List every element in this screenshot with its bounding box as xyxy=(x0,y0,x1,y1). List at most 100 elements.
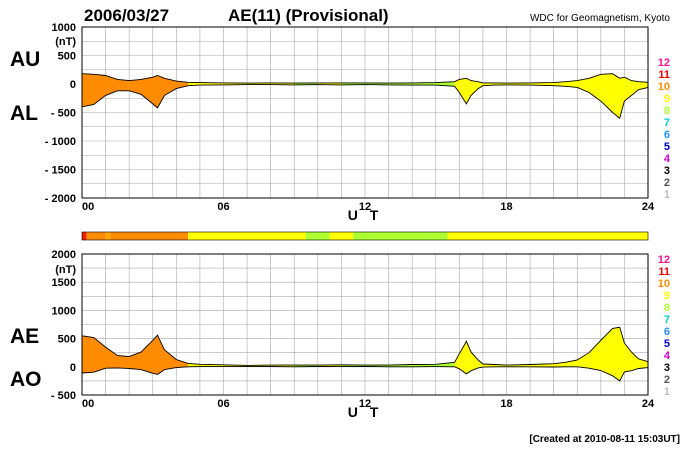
x-axis-label: U T xyxy=(348,404,383,420)
color-bar-frame xyxy=(81,231,649,241)
side-label-ao: AO xyxy=(10,368,42,391)
fill-segment xyxy=(176,359,189,368)
fill-segment xyxy=(140,76,153,105)
level-label: 3 xyxy=(664,362,670,374)
series-line-ao xyxy=(81,366,649,382)
header-source: WDC for Geomagnetism, Kyoto xyxy=(530,13,670,24)
x-tick-label: 00 xyxy=(82,398,94,410)
fill-segment xyxy=(612,327,620,382)
level-label: 4 xyxy=(664,350,671,362)
level-label: 8 xyxy=(664,302,670,314)
fill-segment xyxy=(470,80,479,96)
fill-segment xyxy=(588,339,602,371)
level-label: 8 xyxy=(664,105,670,117)
color-bar-segment xyxy=(110,232,189,240)
fill-segment xyxy=(117,79,130,92)
plot-frame xyxy=(81,253,649,396)
y-tick-label: - 1500 xyxy=(45,165,76,177)
fill-segment xyxy=(157,335,165,375)
x-tick-label: 00 xyxy=(82,201,94,213)
color-bar-segment xyxy=(188,232,307,240)
y-tick-label: - 1000 xyxy=(45,136,76,148)
fill-segment xyxy=(157,75,165,109)
color-bar-segment xyxy=(353,232,448,240)
level-label: 7 xyxy=(664,314,670,326)
y-tick-label: - 2000 xyxy=(45,193,76,205)
side-label-au: AU xyxy=(10,48,40,71)
x-tick-label: 06 xyxy=(217,398,229,410)
level-label: 2 xyxy=(664,374,670,386)
color-bar-segment xyxy=(447,232,648,240)
fill-segment xyxy=(105,346,118,369)
level-label: 4 xyxy=(664,153,671,165)
x-tick-label: 18 xyxy=(500,398,512,410)
level-label: 10 xyxy=(658,81,670,93)
y-tick-label: 2000 xyxy=(52,249,76,261)
fill-segment xyxy=(459,340,467,375)
x-tick-label: 24 xyxy=(642,201,655,213)
y-tick-label: 1000 xyxy=(52,305,76,317)
level-label: 5 xyxy=(664,338,670,350)
fill-segment xyxy=(117,355,130,369)
level-label: 11 xyxy=(658,266,670,278)
x-tick-label: 12 xyxy=(359,201,371,213)
y-tick-label: 0 xyxy=(70,79,76,91)
header-title: AE(11) (Provisional) xyxy=(228,6,389,25)
x-axis-label: U T xyxy=(348,207,383,223)
y-tick-label: 1000 xyxy=(52,22,76,34)
fill-segment xyxy=(631,80,639,96)
y-tick-label: - 500 xyxy=(51,108,76,120)
grid-lines xyxy=(81,253,649,396)
fill-segment xyxy=(81,73,94,108)
series-line-au xyxy=(81,73,649,84)
created-timestamp: [Created at 2010-08-11 15:03UT] xyxy=(529,434,680,445)
fill-segment xyxy=(600,327,613,377)
color-bar-segment xyxy=(82,232,87,240)
y-unit-label: (nT) xyxy=(55,264,76,276)
side-label-al: AL xyxy=(10,102,38,125)
fill-segment xyxy=(577,352,590,369)
fill-segment xyxy=(612,73,620,119)
level-label: 1 xyxy=(664,189,670,201)
level-label: 10 xyxy=(658,278,670,290)
level-label: 5 xyxy=(664,141,670,153)
x-tick-label: 24 xyxy=(642,398,655,410)
grid-lines xyxy=(81,26,649,199)
level-label: 6 xyxy=(664,129,670,141)
fill-segment xyxy=(128,79,142,95)
level-label: 9 xyxy=(664,290,670,302)
y-unit-label: (nT) xyxy=(55,36,76,48)
au-al-panel: 1000 500 0 - 500 - 1000 - 1500 - 2000 (nT) 00 06 1… xyxy=(10,22,655,223)
x-tick-label: 12 xyxy=(359,398,371,410)
fill-segment xyxy=(140,339,153,374)
level-label: 12 xyxy=(658,254,670,266)
level-label: 3 xyxy=(664,165,670,177)
level-label: 6 xyxy=(664,326,670,338)
fill-segment xyxy=(624,76,632,102)
side-label-ae: AE xyxy=(10,325,39,348)
activity-color-bar xyxy=(81,231,649,241)
level-label: 9 xyxy=(664,93,670,105)
fill-segment xyxy=(81,335,94,374)
x-tick-label: 06 xyxy=(217,201,229,213)
plot-frame xyxy=(81,26,649,199)
header-date: 2006/03/27 xyxy=(84,6,169,25)
fill-segment xyxy=(619,76,625,119)
color-bar-segment xyxy=(86,232,106,240)
x-tick-label: 18 xyxy=(500,201,512,213)
level-label: 12 xyxy=(658,57,670,69)
level-label: 7 xyxy=(664,117,670,129)
y-tick-label: 500 xyxy=(58,51,76,63)
y-tick-label: 1500 xyxy=(52,277,76,289)
fill-segment xyxy=(459,78,467,105)
level-label: 11 xyxy=(658,69,670,81)
y-tick-label: - 500 xyxy=(51,390,76,402)
y-tick-label: 500 xyxy=(58,334,76,346)
color-bar-segment xyxy=(105,232,111,240)
series-line-ae xyxy=(81,326,649,366)
ae-ao-panel: 2000 1500 1000 500 0 - 500 (nT) 00 06 12 18 24 U T AE… xyxy=(10,249,655,420)
level-label: 1 xyxy=(664,386,670,398)
